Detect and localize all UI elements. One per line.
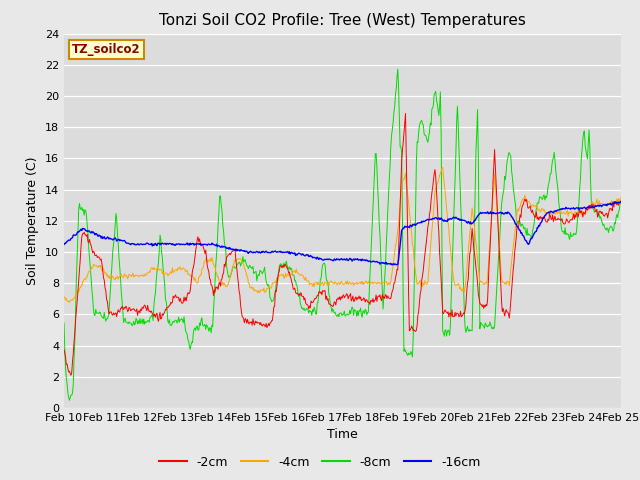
Y-axis label: Soil Temperature (C): Soil Temperature (C)	[26, 156, 39, 285]
Legend: -2cm, -4cm, -8cm, -16cm: -2cm, -4cm, -8cm, -16cm	[154, 451, 486, 474]
Title: Tonzi Soil CO2 Profile: Tree (West) Temperatures: Tonzi Soil CO2 Profile: Tree (West) Temp…	[159, 13, 526, 28]
Text: TZ_soilco2: TZ_soilco2	[72, 43, 141, 56]
X-axis label: Time: Time	[327, 429, 358, 442]
